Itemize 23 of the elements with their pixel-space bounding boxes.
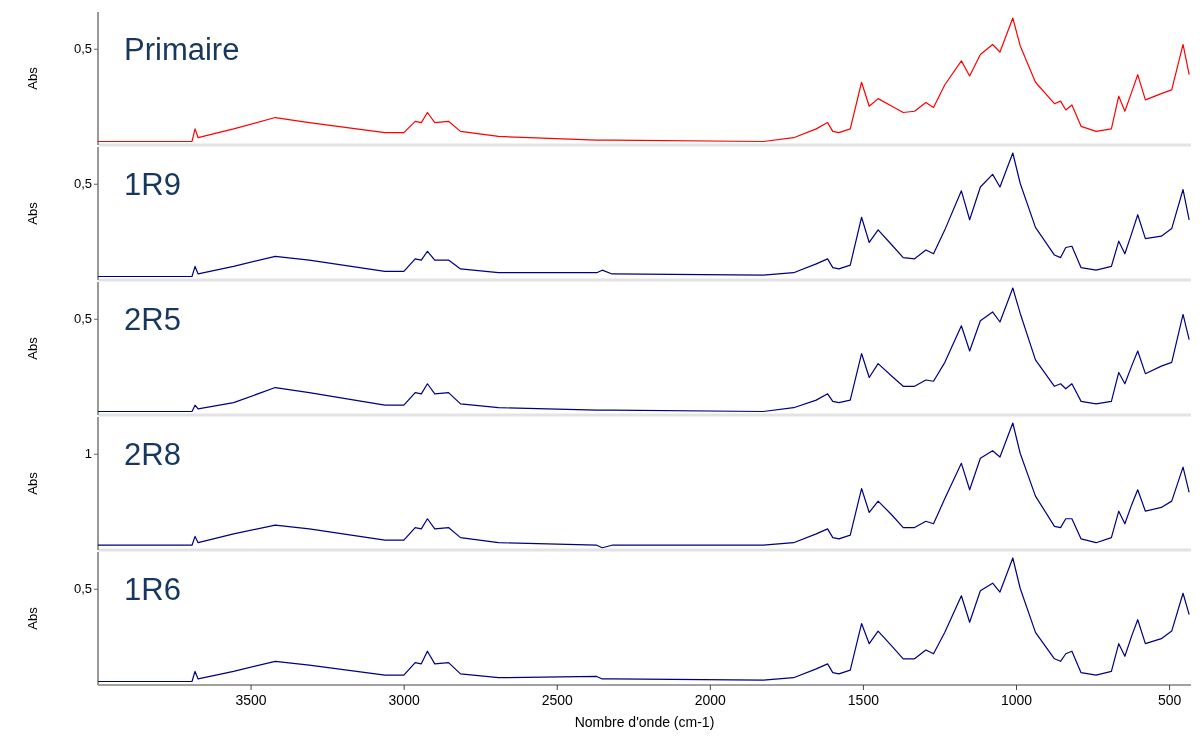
x-tick-label: 2500	[541, 692, 574, 708]
y-axis-title: Abs	[25, 606, 40, 630]
text: 1	[84, 446, 92, 462]
y-axis-title: Abs	[25, 336, 40, 360]
x-tick-label: 500	[1157, 692, 1182, 708]
x-axis-title: Nombre d'onde (cm-1)	[574, 714, 715, 730]
text: 1R6	[124, 572, 181, 607]
x-tick-label: 1500	[847, 692, 880, 708]
text: 2R5	[124, 302, 181, 337]
text: 0,5	[73, 581, 92, 597]
x-tick-label: 1000	[1000, 692, 1033, 708]
y-axis-title: Abs	[25, 66, 40, 90]
x-tick-label: 3500	[235, 692, 267, 708]
y-axis-title: Abs	[25, 201, 40, 225]
text: Primaire	[124, 32, 240, 67]
text: 0,5	[73, 41, 92, 57]
text: 2R8	[124, 437, 181, 472]
y-axis-title: Abs	[25, 471, 40, 495]
text: 0,5	[73, 176, 92, 192]
text: 1R9	[124, 167, 181, 202]
x-tick-label: 3000	[388, 692, 420, 708]
x-tick-label: 2000	[694, 692, 727, 708]
text: 0,5	[73, 311, 92, 327]
